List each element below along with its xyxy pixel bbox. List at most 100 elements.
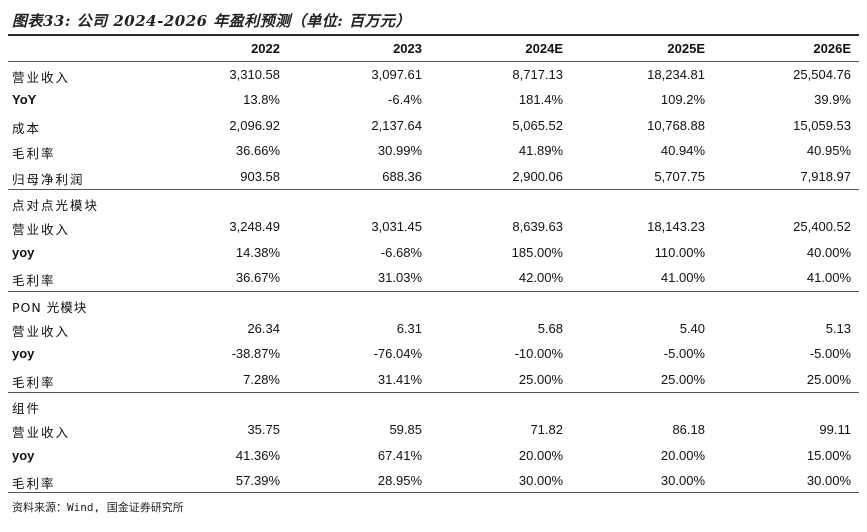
table-cell: 15.00% bbox=[806, 447, 851, 463]
row-label: yoy bbox=[12, 244, 35, 260]
table-cell: 903.58 bbox=[240, 168, 280, 184]
table-cell: 18,143.23 bbox=[647, 219, 705, 235]
table-cell: 36.66% bbox=[235, 143, 280, 159]
column-header: 2025E bbox=[667, 41, 705, 56]
table-cell: 71.82 bbox=[530, 422, 563, 438]
table-cell: 41.89% bbox=[518, 143, 563, 159]
table-cell: 40.94% bbox=[660, 143, 705, 159]
table-cell: -5.00% bbox=[809, 346, 851, 362]
table-cell: 86.18 bbox=[672, 422, 705, 438]
table-row: 成本 2,096.92 2,137.64 5,065.52 10,768.88 … bbox=[8, 113, 859, 138]
table-cell: 3,310.58 bbox=[229, 67, 280, 82]
table-cell: 30.00% bbox=[806, 473, 851, 489]
table-cell: 35.75 bbox=[247, 422, 280, 438]
table-cell: 26.34 bbox=[247, 320, 280, 336]
table-cell: 25.00% bbox=[806, 371, 851, 387]
table-cell: 18,234.81 bbox=[647, 67, 705, 82]
table-row: 营业收入 35.75 59.85 71.82 86.18 99.11 bbox=[8, 417, 859, 442]
table-row: 毛利率 7.28% 31.41% 25.00% 25.00% 25.00% bbox=[8, 367, 859, 392]
row-label: 毛利率 bbox=[12, 273, 56, 289]
table-cell: 7.28% bbox=[243, 371, 280, 387]
table-cell: 8,639.63 bbox=[512, 219, 563, 235]
table-cell: 59.85 bbox=[389, 422, 422, 438]
table-cell: -10.00% bbox=[514, 346, 563, 362]
row-label: YoY bbox=[12, 92, 37, 108]
table-cell: -6.68% bbox=[380, 244, 422, 260]
table-cell: 5.40 bbox=[679, 320, 705, 336]
table-cell: 5,707.75 bbox=[654, 168, 705, 184]
table-cell: 15,059.53 bbox=[793, 117, 851, 133]
table-cell: 30.00% bbox=[518, 473, 563, 489]
row-label: 营业收入 bbox=[12, 70, 71, 85]
table-cell: 31.03% bbox=[377, 270, 422, 286]
table-cell: 13.8% bbox=[243, 92, 280, 108]
row-label: 归母净利润 bbox=[12, 171, 85, 187]
table-cell: 20.00% bbox=[518, 447, 563, 463]
table-cell: -76.04% bbox=[373, 346, 422, 362]
table-cell: 181.4% bbox=[518, 92, 563, 108]
table-cell: 2,900.06 bbox=[512, 168, 563, 184]
table-row: 毛利率 36.66% 30.99% 41.89% 40.94% 40.95% bbox=[8, 138, 859, 163]
table-row: 毛利率 36.67% 31.03% 42.00% 41.00% 41.00% bbox=[8, 265, 859, 290]
section-header-row: PON 光模块 bbox=[8, 290, 859, 316]
table-title: 图表33: 公司 2024-2026 年盈利预测（单位: 百万元） bbox=[12, 12, 412, 30]
table-cell: 110.00% bbox=[654, 244, 705, 260]
row-label: yoy bbox=[12, 447, 35, 463]
bottom-rule bbox=[8, 492, 859, 493]
table-cell: 14.38% bbox=[235, 244, 280, 260]
table-cell: 40.95% bbox=[806, 143, 851, 159]
table-row: YoY 13.8% -6.4% 181.4% 109.2% 39.9% bbox=[8, 87, 859, 112]
table-cell: 7,918.97 bbox=[800, 168, 851, 184]
table-row: 毛利率 57.39% 28.95% 30.00% 30.00% 30.00% bbox=[8, 468, 859, 493]
source-note: 资料来源：Wind, 国金证券研究所 bbox=[12, 501, 184, 514]
table-cell: 41.36% bbox=[235, 447, 280, 463]
table-row: 营业收入 26.34 6.31 5.68 5.40 5.13 bbox=[8, 316, 859, 341]
table-cell: 3,031.45 bbox=[371, 219, 422, 235]
table-cell: 6.31 bbox=[396, 320, 422, 336]
section-label: 组件 bbox=[12, 401, 42, 417]
table-cell: 8,717.13 bbox=[512, 67, 563, 82]
table-cell: -5.00% bbox=[663, 346, 705, 362]
table-cell: 25,504.76 bbox=[793, 67, 851, 82]
row-label: 成本 bbox=[12, 120, 42, 136]
row-label: 毛利率 bbox=[12, 374, 56, 390]
table-cell: 41.00% bbox=[660, 270, 705, 286]
table-cell: 99.11 bbox=[819, 422, 851, 438]
table-cell: 10,768.88 bbox=[647, 117, 705, 133]
table-row: yoy -38.87% -76.04% -10.00% -5.00% -5.00… bbox=[8, 341, 859, 366]
table-cell: 36.67% bbox=[235, 270, 280, 286]
table-cell: 3,248.49 bbox=[229, 219, 280, 235]
table-cell: 40.00% bbox=[806, 244, 851, 260]
table-cell: -38.87% bbox=[231, 346, 280, 362]
table-header: 2022 2023 2024E 2025E 2026E bbox=[8, 37, 859, 61]
table-cell: 185.00% bbox=[511, 244, 563, 260]
table-cell: -6.4% bbox=[388, 92, 422, 108]
table-cell: 25.00% bbox=[518, 371, 563, 387]
table-row: 营业收入 3,248.49 3,031.45 8,639.63 18,143.2… bbox=[8, 214, 859, 239]
table-row: 营业收入 3,310.58 3,097.61 8,717.13 18,234.8… bbox=[8, 62, 859, 87]
table-cell: 5.68 bbox=[537, 320, 563, 336]
table-cell: 688.36 bbox=[382, 168, 422, 184]
section-label: 点对点光模块 bbox=[12, 197, 100, 213]
row-label: 营业收入 bbox=[12, 425, 71, 441]
table-cell: 41.00% bbox=[806, 270, 851, 286]
table-cell: 109.2% bbox=[660, 92, 705, 108]
row-label: yoy bbox=[12, 346, 35, 362]
table-row: 归母净利润 903.58 688.36 2,900.06 5,707.75 7,… bbox=[8, 164, 859, 189]
table-cell: 28.95% bbox=[377, 473, 422, 489]
table-cell: 31.41% bbox=[377, 371, 422, 387]
top-rule bbox=[8, 34, 859, 36]
table-cell: 30.99% bbox=[377, 143, 422, 159]
table-cell: 20.00% bbox=[660, 447, 705, 463]
table-cell: 67.41% bbox=[377, 447, 422, 463]
row-label: 毛利率 bbox=[12, 476, 56, 492]
table-body: 营业收入 3,310.58 3,097.61 8,717.13 18,234.8… bbox=[8, 62, 859, 494]
section-header-row: 组件 bbox=[8, 392, 859, 417]
table-cell: 2,096.92 bbox=[229, 117, 280, 133]
column-header: 2026E bbox=[813, 41, 851, 56]
table-cell: 57.39% bbox=[235, 473, 280, 489]
table-cell: 2,137.64 bbox=[371, 117, 422, 133]
table-cell: 3,097.61 bbox=[371, 67, 422, 82]
table-cell: 39.9% bbox=[814, 92, 851, 108]
header-rule bbox=[8, 61, 859, 62]
